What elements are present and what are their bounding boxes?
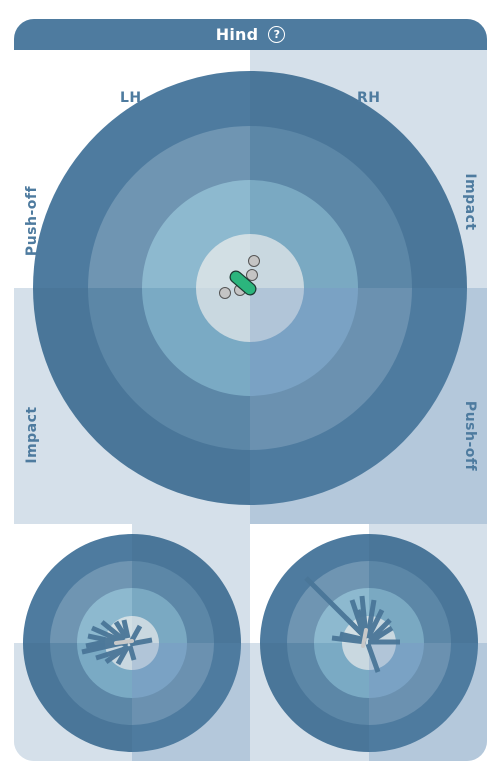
left-hind-label: LH [120, 90, 142, 106]
card-header: Hind ? [14, 19, 487, 50]
mean-stroke-left [114, 639, 134, 645]
main-target-chart [14, 50, 487, 524]
ring-quadrants-br [250, 288, 467, 505]
ring-quadrants-tr [250, 71, 467, 288]
right-hind-label: RH [357, 90, 381, 106]
card-title: Hind [215, 25, 259, 44]
mini-target-right [250, 524, 487, 761]
push-off-label-left: Push-off [24, 185, 40, 257]
sample-point [248, 255, 260, 267]
impact-label-left: Impact [24, 406, 40, 464]
sample-point [219, 287, 231, 299]
mean-stroke-right [361, 628, 368, 648]
hind-card: Hind ? [14, 19, 487, 761]
main-target-panel: LH RH Push-off Impact Impact Push-off [14, 50, 487, 524]
help-icon[interactable]: ? [268, 26, 286, 43]
stroke-marks-right [304, 576, 400, 673]
mini-target-chart-right [250, 524, 487, 761]
ring-quadrants-bl [33, 288, 250, 505]
push-off-label-right: Push-off [462, 400, 478, 472]
impact-label-right: Impact [462, 173, 478, 231]
mini-target-chart-left [14, 524, 251, 761]
mean-marker [230, 271, 256, 295]
ring-quadrants-tl [33, 71, 250, 288]
mini-target-left [14, 524, 251, 761]
sample-point [246, 269, 258, 281]
